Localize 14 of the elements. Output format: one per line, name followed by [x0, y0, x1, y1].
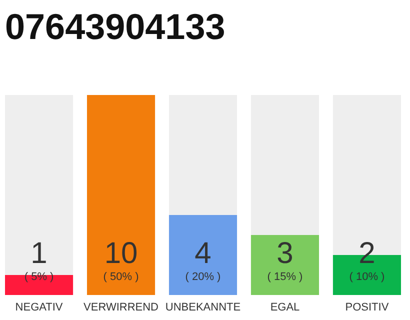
data-label: 10: [104, 237, 138, 270]
x-tick-label: UNBEKANNTE: [165, 302, 241, 314]
chart-title: 07643904133: [5, 6, 226, 47]
annotation: ( 10% ): [349, 271, 385, 283]
x-tick-label: VERWIRREND: [84, 302, 159, 314]
data-label: 3: [276, 237, 294, 270]
x-tick-label: EGAL: [270, 302, 300, 314]
x-tick-label: NEGATIV: [15, 302, 64, 314]
data-label: 1: [30, 237, 48, 270]
annotation: ( 20% ): [185, 271, 221, 283]
annotation: ( 50% ): [103, 271, 139, 283]
x-tick-label: POSITIV: [345, 302, 390, 314]
annotation: ( 15% ): [267, 271, 303, 283]
data-label: 4: [194, 237, 212, 270]
